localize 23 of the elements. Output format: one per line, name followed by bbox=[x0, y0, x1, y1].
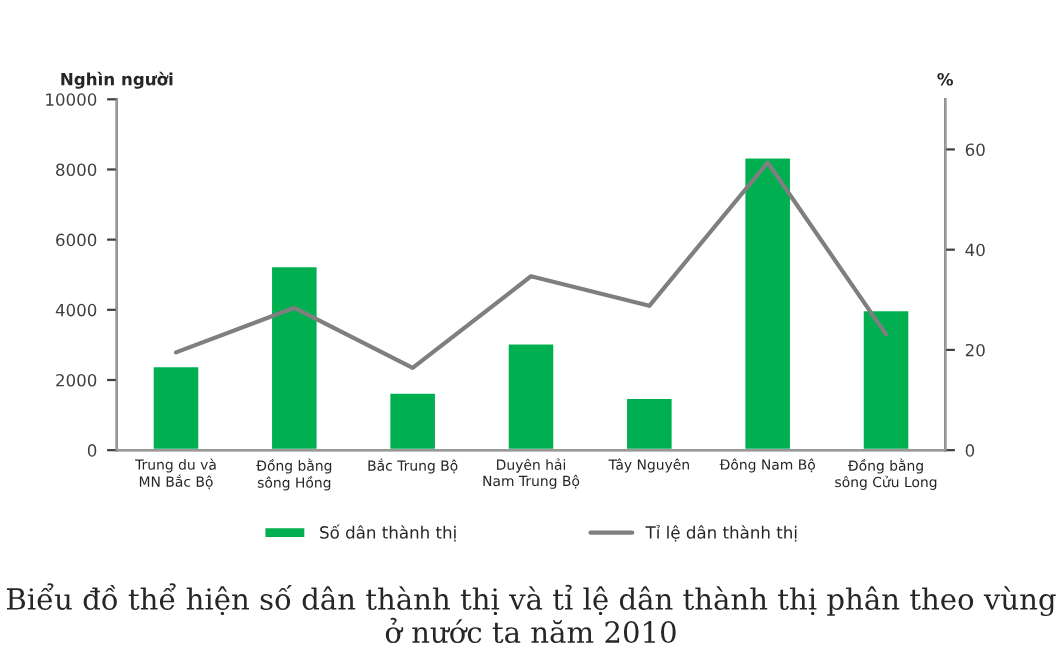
bar bbox=[860, 308, 912, 451]
y-tick-label: 6000 bbox=[56, 233, 97, 247]
legend-label: Số dân thành thị bbox=[320, 524, 456, 542]
y-tick-label: 8000 bbox=[56, 163, 97, 177]
y2-tick-label: 0 bbox=[965, 444, 975, 457]
bar bbox=[269, 264, 320, 451]
bar bbox=[150, 364, 202, 451]
y-axis-title: Nghìn người bbox=[61, 71, 173, 89]
bar bbox=[387, 390, 438, 451]
bar bbox=[742, 155, 793, 451]
y-tick-label: 10000 bbox=[46, 93, 97, 106]
legend-label: Tỉ lệ dân thành thị bbox=[645, 524, 797, 542]
text: Biểu đồ thể hiện số dân thành thị và tỉ lệ dân thành thị phân theo vùng ở nước ta năm 2010 bbox=[6, 583, 1056, 644]
y2-axis-title: % bbox=[937, 72, 953, 86]
y-tick-label: 4000 bbox=[55, 303, 97, 317]
y2-tick-label: 40 bbox=[965, 243, 985, 257]
y2-tick-label: 60 bbox=[965, 143, 985, 156]
bar bbox=[624, 396, 675, 451]
line-series bbox=[173, 160, 889, 371]
bar bbox=[505, 341, 557, 451]
y2-tick-label: 20 bbox=[965, 343, 985, 357]
y-tick-label: 0 bbox=[87, 444, 97, 457]
y-tick-label: 2000 bbox=[56, 373, 97, 387]
